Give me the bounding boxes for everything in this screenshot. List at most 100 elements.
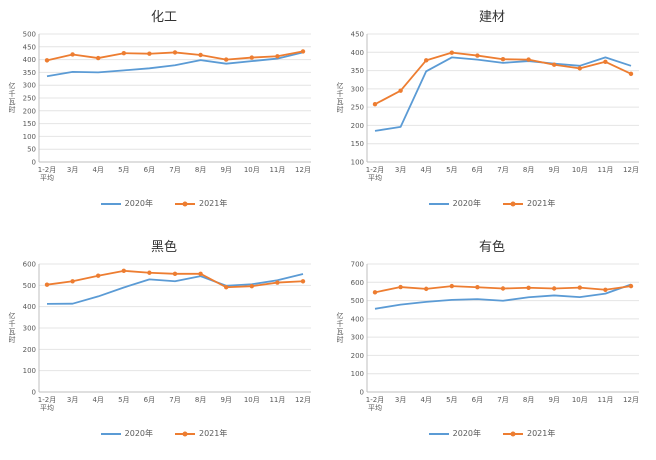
y-tick-label: 100 <box>23 133 36 141</box>
y-axis-title-char: 瓦 <box>9 328 16 336</box>
y-axis-title-char: 瓦 <box>337 328 344 336</box>
y-tick-label: 200 <box>23 346 36 354</box>
series-marker <box>577 66 582 71</box>
series-marker <box>70 279 75 284</box>
x-tick-label: 3月 <box>67 166 78 174</box>
x-tick-label: 9月 <box>220 166 231 174</box>
y-axis-title-char: 时 <box>9 335 16 344</box>
series-marker <box>372 290 378 295</box>
series-marker <box>147 270 152 275</box>
series-marker <box>577 285 582 290</box>
series-marker <box>224 57 229 62</box>
series-marker <box>552 286 557 291</box>
series-marker <box>121 51 127 56</box>
y-tick-label: 350 <box>23 69 36 77</box>
x-tick-label: 10月 <box>572 166 588 174</box>
series-marker <box>449 283 454 289</box>
series-marker <box>398 284 403 290</box>
series-marker <box>603 287 608 292</box>
legend-label: 2020年 <box>452 199 481 208</box>
y-tick-label: 100 <box>23 367 36 375</box>
series-marker <box>449 50 454 55</box>
y-tick-label: 400 <box>351 315 364 323</box>
x-tick-label: 5月 <box>118 396 129 404</box>
series-marker <box>275 280 280 285</box>
y-tick-label: 150 <box>23 120 36 128</box>
legend-swatch <box>428 202 449 205</box>
chart-title: 黑色 <box>150 240 177 255</box>
x-tick-label: 6月 <box>144 396 155 404</box>
series-marker <box>249 55 254 60</box>
x-tick-label: 5月 <box>446 166 457 174</box>
y-tick-label: 400 <box>351 49 364 57</box>
x-tick-label: 11月 <box>269 166 285 174</box>
x-tick-label: 11月 <box>597 396 613 404</box>
series-marker <box>424 58 429 63</box>
y-tick-label: 300 <box>23 325 36 333</box>
y-tick-label: 500 <box>23 282 36 290</box>
legend-marker-dot <box>510 201 516 206</box>
y-tick-label: 450 <box>23 43 36 51</box>
series-marker <box>372 102 378 107</box>
y-tick-label: 400 <box>23 56 36 64</box>
x-tick-label: 1-2月 <box>366 166 384 174</box>
y-tick-label: 600 <box>351 279 364 287</box>
x-tick-label: 9月 <box>220 396 231 404</box>
series-line-1 <box>374 56 632 132</box>
series-marker <box>603 59 608 64</box>
y-axis-title-char: 瓦 <box>337 98 344 106</box>
x-tick-label: 3月 <box>395 396 406 404</box>
legend-item-2: 2021年 <box>503 428 555 439</box>
series-marker <box>172 271 178 277</box>
x-tick-label: 6月 <box>472 166 483 174</box>
y-tick-label: 100 <box>351 370 364 378</box>
series-marker <box>44 58 50 63</box>
x-tick-label: 7月 <box>497 396 508 404</box>
x-tick-label: 6月 <box>472 396 483 404</box>
series-marker <box>121 268 127 274</box>
chart-card-4: 有色 0 100 200 300 400 500 600 700 1-2月 平均 3月 4月 5月 6月 7月… <box>328 230 656 460</box>
y-tick-label: 0 <box>32 389 36 397</box>
legend-label: 2021年 <box>199 199 228 208</box>
legend-label: 2020年 <box>124 199 153 208</box>
x-tick-label: 8月 <box>195 166 206 174</box>
x-tick-label: 1-2月 <box>38 396 56 404</box>
series-marker <box>526 285 531 290</box>
x-tick-label: 9月 <box>548 166 559 174</box>
y-tick-label: 300 <box>23 82 36 90</box>
legend-label: 2020年 <box>452 429 481 438</box>
series-marker <box>475 53 480 58</box>
series-marker <box>198 271 203 277</box>
series-marker <box>628 283 634 289</box>
x-tick-label: 8月 <box>523 396 534 404</box>
x-tick-label: 4月 <box>420 396 431 404</box>
legend-label: 2021年 <box>199 429 228 438</box>
legend-item-1: 2020年 <box>428 428 481 439</box>
x-tick-label: 9月 <box>548 396 559 404</box>
y-tick-label: 400 <box>23 303 36 311</box>
legend-marker-dot <box>510 431 516 436</box>
x-tick-label: 4月 <box>92 166 103 174</box>
chart-card-2: 建材 100 150 200 250 300 350 400 450 1-2月 平均 3月 4月 5月 6月… <box>328 0 656 230</box>
chart-legend: 2020年 2021年 <box>428 428 555 439</box>
y-axis-title-char: 千 <box>337 319 344 328</box>
series-marker <box>300 49 306 54</box>
x-tick-label: 10月 <box>244 166 260 174</box>
series-marker <box>475 285 480 290</box>
series-marker <box>44 282 50 287</box>
series-marker <box>500 57 506 62</box>
x-tick-label: 12月 <box>623 396 639 404</box>
chart-title: 建材 <box>478 10 505 25</box>
y-axis-title-char: 亿 <box>337 311 344 320</box>
y-axis-title-char: 亿 <box>337 81 344 90</box>
x-tick-label: 10月 <box>244 396 260 404</box>
legend-swatch <box>100 202 121 205</box>
series-marker <box>224 285 229 290</box>
series-line-1 <box>374 283 632 310</box>
series-marker <box>300 279 306 284</box>
series-marker <box>96 273 101 278</box>
